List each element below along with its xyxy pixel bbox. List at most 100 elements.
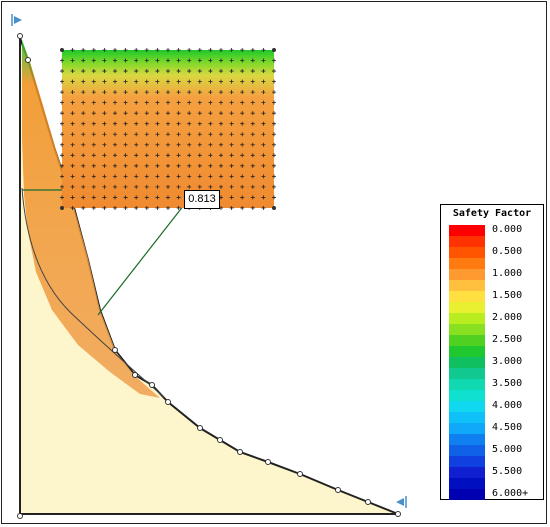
grid-point xyxy=(261,205,266,210)
grid-point xyxy=(240,142,245,147)
grid-point xyxy=(176,48,181,52)
grid-point xyxy=(134,184,139,189)
grid-point xyxy=(102,111,107,116)
legend-label: 6.000+ xyxy=(492,488,529,499)
grid-point xyxy=(229,174,234,179)
grid-point xyxy=(155,121,160,126)
legend-entry: 0.500 xyxy=(446,246,542,261)
grid-point xyxy=(81,79,86,84)
grid-point xyxy=(113,48,117,52)
grid-point xyxy=(134,142,139,147)
grid-point xyxy=(229,153,234,158)
grid-point xyxy=(176,205,181,210)
grid-point xyxy=(250,142,255,147)
grid-point xyxy=(229,90,234,95)
grid-point xyxy=(91,121,96,126)
grid-point xyxy=(166,205,170,210)
grid-point xyxy=(208,132,213,137)
legend-label: 3.500 xyxy=(492,378,523,389)
radius-line xyxy=(97,204,185,316)
legend-swatch xyxy=(449,247,485,258)
grid-point xyxy=(91,132,96,137)
grid-point xyxy=(123,142,128,147)
grid-point xyxy=(144,184,149,189)
grid-point xyxy=(187,58,192,63)
grid-point xyxy=(250,58,255,63)
legend-entry: 1.500 xyxy=(446,290,542,305)
grid-point xyxy=(70,195,75,200)
grid-point xyxy=(261,132,266,137)
grid-point xyxy=(240,111,245,116)
grid-point xyxy=(261,100,266,105)
legend-entry xyxy=(446,368,542,382)
grid-point xyxy=(229,195,234,200)
grid-point xyxy=(81,90,86,95)
grid-point xyxy=(60,111,64,116)
grid-point xyxy=(155,132,160,137)
grid-point xyxy=(144,121,149,126)
legend-label: 2.500 xyxy=(492,334,523,345)
grid-point xyxy=(123,111,128,116)
grid-point xyxy=(261,163,266,168)
grid-point xyxy=(60,58,64,63)
grid-point xyxy=(113,142,117,147)
safety-factor-legend: Safety Factor 0.000 0.500 1.000 1.500 2.000 2… xyxy=(440,204,544,500)
grid-point xyxy=(166,79,170,84)
grid-point xyxy=(272,100,276,105)
grid-point xyxy=(197,121,202,126)
grid-point xyxy=(102,205,107,210)
grid-point xyxy=(229,132,234,137)
legend-swatch xyxy=(449,467,485,478)
grid-point xyxy=(197,184,202,189)
legend-swatch xyxy=(449,412,485,423)
grid-point xyxy=(176,111,181,116)
grid-point xyxy=(197,163,202,168)
grid-point xyxy=(81,58,86,63)
legend-entry: 6.000+ xyxy=(446,488,542,503)
grid-point xyxy=(261,111,266,116)
grid-point xyxy=(261,79,266,84)
grid-point xyxy=(208,153,213,158)
grid-point xyxy=(123,48,128,52)
grid-point xyxy=(102,79,107,84)
grid-point xyxy=(91,58,96,63)
grid-point xyxy=(208,174,213,179)
grid-point xyxy=(219,100,223,105)
grid-point xyxy=(102,48,107,52)
grid-point xyxy=(166,153,170,158)
legend-entry xyxy=(446,280,542,294)
grid-point xyxy=(155,69,160,74)
legend-label: 0.500 xyxy=(492,246,523,257)
grid-point xyxy=(229,111,234,116)
legend-entry: 2.500 xyxy=(446,334,542,349)
grid-point xyxy=(155,58,160,63)
legend-swatch xyxy=(449,346,485,357)
grid-point xyxy=(197,79,202,84)
grid-point xyxy=(176,174,181,179)
grid-point xyxy=(91,153,96,158)
legend-entry: 3.000 xyxy=(446,356,542,371)
grid-point xyxy=(81,121,86,126)
legend-entry xyxy=(446,302,542,316)
grid-point xyxy=(197,111,202,116)
grid-point xyxy=(208,121,213,126)
legend-swatch xyxy=(449,269,485,280)
grid-point xyxy=(250,153,255,158)
grid-point xyxy=(240,121,245,126)
grid-point xyxy=(219,153,223,158)
grid-point xyxy=(166,195,170,200)
grid-point xyxy=(166,142,170,147)
grid-point xyxy=(123,132,128,137)
grid-point xyxy=(272,153,276,158)
grid-point xyxy=(197,100,202,105)
legend-label: 0.000 xyxy=(492,224,523,235)
grid-point xyxy=(102,58,107,63)
legend-label: 1.000 xyxy=(492,268,523,279)
grid-point xyxy=(60,100,64,105)
grid-point xyxy=(70,69,75,74)
legend-title: Safety Factor xyxy=(452,208,532,219)
grid-point xyxy=(261,174,266,179)
grid-point xyxy=(208,79,213,84)
grid-point xyxy=(102,142,107,147)
